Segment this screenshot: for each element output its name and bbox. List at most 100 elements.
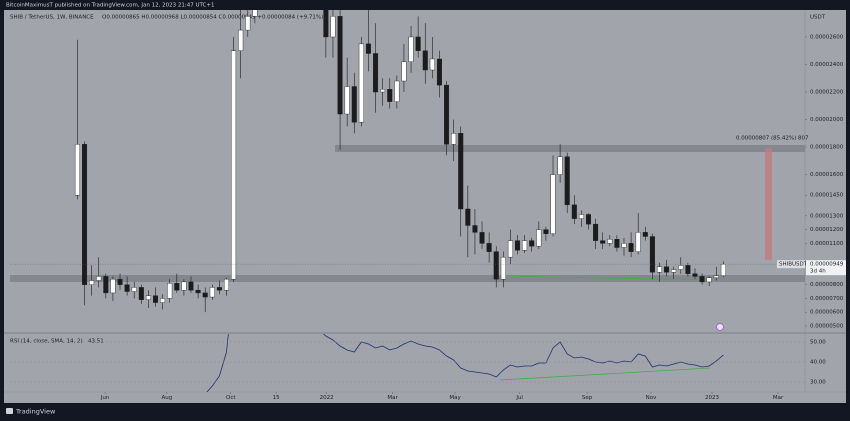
rsi-value: 43.51 [88,339,104,345]
candle-body [550,174,556,234]
rsi-tick-label: 40.00 [810,360,826,366]
candle-body [330,16,336,38]
candle-body [578,214,584,219]
x-tick-label: 2022 [320,395,334,401]
candle-body [238,29,244,51]
logo-icon [6,408,13,414]
candle-body [337,16,343,115]
candle-body [564,156,570,206]
footer [0,403,850,421]
symbol-line: SHIB / TetherUS, 1W, BINANCE [10,15,94,21]
candle-body [635,232,641,252]
candle-body [465,208,471,226]
candle-body [373,53,379,93]
candle-body [678,265,684,270]
candles [74,10,726,313]
y-tick-label: 0.00000500 [810,323,844,329]
candle-body [451,133,457,145]
resistance-zone [335,145,805,152]
main-pane [10,10,805,313]
candle-body [593,223,599,241]
price-tag [806,260,846,276]
candle-body [365,43,371,54]
candle-body [607,239,613,244]
candle-body [145,295,151,300]
candle-body [153,295,159,303]
candle-body [621,243,627,248]
candle-body [500,256,506,280]
candle-body [429,58,435,71]
candle-body [600,240,606,244]
x-tick-label: Jul [515,395,523,401]
candle-body [543,229,549,234]
rsi-trend-line [499,367,711,381]
candle-body [515,240,521,251]
candle-body [706,277,712,283]
publisher-line: BitcoinMaximusT published on TradingView… [6,3,214,9]
y-tick-label: 0.00001450 [810,193,844,199]
x-tick-label: Nov [646,395,657,401]
candle-body [628,243,634,252]
y-tick-label: 0.00001600 [810,172,844,178]
candle-body [74,144,80,196]
x-tick-label: Mar [387,395,398,401]
candle-body [323,10,329,38]
y-tick-label: 0.00002000 [810,117,844,123]
measure-box [765,148,772,260]
candle-body [522,240,528,251]
symbol-tag [777,260,805,269]
candle-body [720,263,726,276]
event-icon[interactable] [716,323,724,331]
support-zone [10,275,805,282]
y-tick-label: 0.00001100 [810,241,844,247]
candle-body [252,10,258,17]
candle-body [245,16,251,31]
trend-line [499,275,713,281]
candle-body [444,84,450,145]
candle-body [344,86,350,115]
candle-body [188,281,194,291]
y-tick-label: 0.00001300 [810,213,844,219]
candle-body [117,278,123,285]
candle-body [649,236,655,273]
rsi-label: RSI (14, close, SMA, 14, 2) [10,339,83,345]
x-tick-label: 2023 [705,395,719,401]
axes: 0.00002600 0.00002400 0.00002200 0.00002000… [10,34,846,401]
price-tag-label: 0.00000949 [810,262,844,268]
candle-body [479,232,485,244]
candle-body [358,43,364,123]
candle-body [216,287,222,291]
y-tick-label: 0.00000600 [810,310,844,316]
symbol-tag-label: SHIBUSDT [779,262,808,268]
x-tick-label: 15 [273,395,280,401]
candle-body [195,289,201,294]
candle-body [223,278,229,291]
candle-body [231,50,237,280]
candle-body [401,61,407,82]
rsi-pane [206,334,724,392]
rsi-line [206,334,724,392]
y-tick-label: 0.00002600 [810,34,844,40]
y-tick-label: 0.00000800 [810,282,844,288]
candle-body [174,283,180,291]
candle-body [685,265,691,274]
measure-label: 0.00000807 (85.42%) 807 [736,136,809,142]
candle-body [160,298,166,303]
candle-body [586,214,592,225]
candle-body [387,89,393,102]
countdown-label: 3d 4h [810,269,826,275]
rsi-tick-label: 50.00 [810,340,826,346]
y-tick-label: 0.00002400 [810,62,844,68]
candle-body [486,243,492,252]
candle-body [692,273,698,277]
candle-body [138,287,144,300]
candle-body [507,240,513,258]
candle-body [103,276,109,294]
candle-body [408,36,414,62]
candle-body [110,278,116,294]
candle-body [167,283,173,299]
candle-body [181,281,187,291]
y-tick-label: 0.00001800 [810,145,844,151]
candle-body [209,287,215,298]
candle-body [380,89,386,93]
